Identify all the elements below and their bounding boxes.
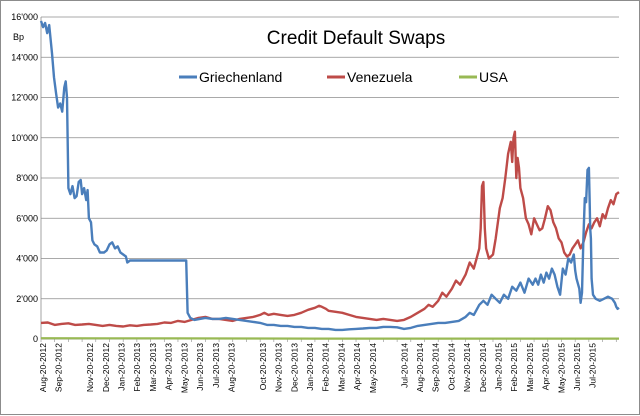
chart-title: Credit Default Swaps: [267, 28, 445, 49]
x-tick-label: Apr-20-2013: [164, 343, 174, 391]
y-tick-label: 12'000: [11, 93, 38, 103]
x-tick-label: May-20-2013: [179, 343, 189, 393]
x-tick-label: Jul-20-2013: [211, 343, 221, 388]
x-tick-label: Jun-20-2015: [572, 343, 582, 391]
x-tick-label: Mar-20-2013: [148, 343, 158, 392]
x-tick-label: Aug-20-2014: [415, 343, 425, 392]
x-tick-label: Dec-20-2012: [101, 343, 111, 392]
x-tick-label: Aug-20-2013: [226, 343, 236, 392]
x-tick-label: Feb-20-2015: [509, 343, 519, 392]
x-tick-label: Mar-20-2014: [336, 343, 346, 392]
y-tick-label: 0: [33, 334, 38, 344]
x-tick-label: Feb-20-2013: [132, 343, 142, 392]
series-line-griechenland: [41, 21, 619, 330]
x-tick-label: May-20-2014: [368, 343, 378, 393]
x-tick-label: Nov-20-2012: [85, 343, 95, 392]
x-tick-label: Apr-20-2015: [541, 343, 551, 391]
plot-area: [41, 21, 619, 339]
x-tick-label: May-20-2015: [556, 343, 566, 393]
x-tick-label: Jan-20-2013: [117, 343, 127, 391]
y-tick-label: 6'000: [16, 213, 38, 223]
y-tick-label: 8'000: [16, 173, 38, 183]
x-tick-label: Sep-20-2014: [431, 343, 441, 392]
y-tick-label: 14'000: [11, 52, 38, 62]
x-tick-label: Jan-20-2014: [305, 343, 315, 391]
x-tick-label: Nov-20-2014: [462, 343, 472, 392]
x-tick-label: Mar-20-2015: [525, 343, 535, 392]
y-tick-label: 2'000: [16, 294, 38, 304]
y-axis: 0 2'000 4'000 6'000 8'000 10'000 12'000 14'000 1…: [11, 12, 41, 344]
x-tick-label: Jul-20-2014: [399, 343, 409, 388]
x-tick-label: Jun-20-2013: [195, 343, 205, 391]
legend-label-usa: USA: [479, 69, 508, 85]
y-tick-label: 4'000: [16, 254, 38, 264]
x-tick-label: Apr-20-2014: [352, 343, 362, 391]
x-tick-label: Nov-20-2013: [274, 343, 284, 392]
gridlines: [41, 17, 619, 339]
legend-label-venezuela: Venezuela: [347, 69, 413, 85]
x-tick-label: Jul-20-2015: [588, 343, 598, 388]
x-tick-label: Dec-20-2013: [289, 343, 299, 392]
x-tick-label: Aug-20-2012: [38, 343, 48, 392]
x-tick-label: Oct-20-2013: [258, 343, 268, 391]
x-tick-label: Sep-20-2012: [54, 343, 64, 392]
x-tick-label: Feb-20-2014: [321, 343, 331, 392]
x-axis: Aug-20-2012 Sep-20-2012 Nov-20-2012 Dec-20-…: [38, 339, 619, 393]
y-tick-label: 16'000: [11, 12, 38, 22]
x-tick-label: Dec-20-2014: [478, 343, 488, 392]
x-tick-label: Oct-20-2014: [446, 343, 456, 391]
series-line-venezuela: [41, 132, 619, 327]
legend: Griechenland Venezuela USA: [179, 69, 508, 85]
y-tick-label: 10'000: [11, 133, 38, 143]
x-tick-label: Jan-20-2015: [493, 343, 503, 391]
legend-label-griechenland: Griechenland: [199, 69, 282, 85]
y-axis-unit-label: Bp: [13, 32, 24, 42]
